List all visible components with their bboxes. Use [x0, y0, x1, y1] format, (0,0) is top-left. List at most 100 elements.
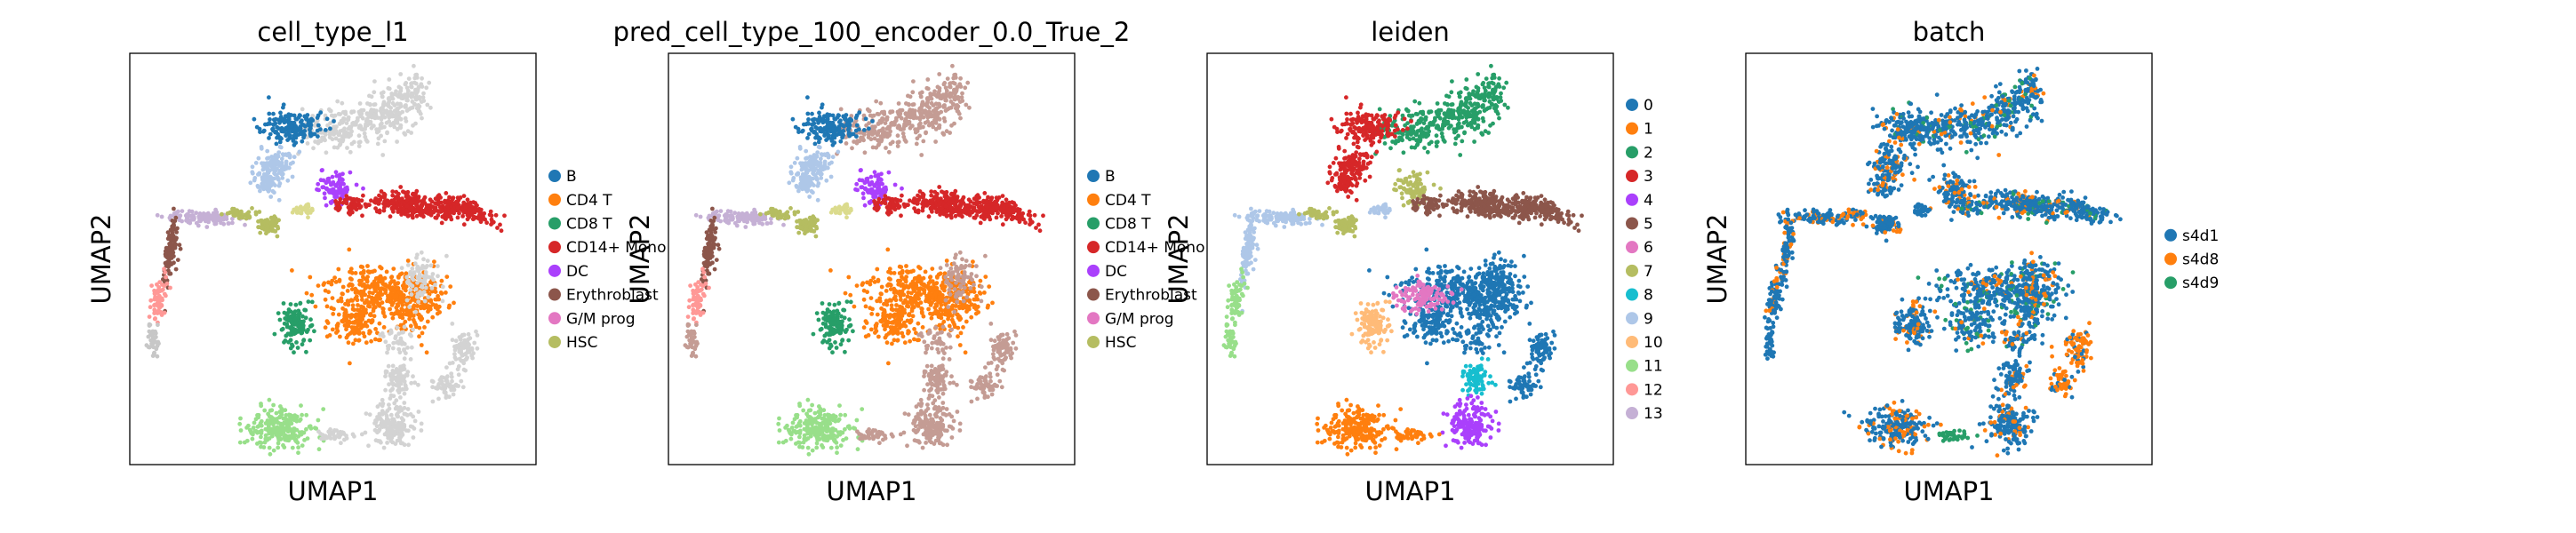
scatter-point	[886, 149, 892, 155]
scatter-point	[844, 141, 849, 146]
scatter-point	[390, 193, 396, 198]
scatter-point	[970, 209, 974, 214]
scatter-point	[398, 185, 404, 189]
scatter-point	[814, 131, 819, 137]
scatter-point	[948, 99, 954, 104]
scatter-point	[736, 219, 740, 224]
scatter-point	[373, 200, 378, 205]
scatter-point	[811, 190, 815, 195]
scatter-point	[348, 361, 352, 366]
scatter-point	[411, 317, 416, 322]
scatter-point	[349, 270, 355, 275]
scatter-point	[814, 175, 819, 180]
scatter-point	[146, 334, 151, 339]
scatter-point	[960, 214, 964, 219]
scatter-point	[468, 203, 472, 208]
scatter-point	[261, 183, 266, 187]
scatter-point	[924, 85, 930, 91]
scatter-point	[810, 111, 814, 116]
scatter-point	[897, 204, 902, 209]
scatter-point	[300, 131, 305, 137]
scatter-point	[435, 311, 440, 316]
scatter-point	[395, 139, 399, 144]
scatter-point	[356, 338, 362, 343]
scatter-point	[273, 216, 277, 221]
cluster-tl_b	[252, 95, 336, 147]
scatter-point	[420, 284, 424, 290]
scatter-point	[313, 304, 318, 309]
scatter-point	[373, 418, 378, 423]
scatter-point	[308, 323, 314, 329]
scatter-point	[414, 255, 419, 260]
scatter-point	[335, 145, 340, 150]
cluster-mono	[333, 185, 507, 234]
cluster-trail_l	[828, 202, 853, 220]
scatter-point	[260, 163, 266, 169]
scatter-point	[847, 116, 852, 122]
scatter-point	[292, 155, 297, 160]
scatter-point	[1000, 194, 1005, 199]
scatter-point	[267, 187, 272, 193]
scatter-point	[466, 331, 471, 337]
scatter-point	[419, 199, 424, 204]
scatter-point	[988, 207, 994, 212]
legend-label: HSC	[566, 334, 597, 352]
scatter-point	[1027, 209, 1032, 214]
scatter-point	[972, 215, 978, 220]
scatter-point	[822, 159, 828, 164]
scatter-point	[1034, 226, 1038, 230]
scatter-point	[256, 219, 260, 224]
scatter-point	[305, 141, 310, 146]
scatter-point	[404, 288, 408, 293]
scatter-point	[899, 213, 903, 219]
scatter-point	[363, 286, 368, 290]
scatter-point	[333, 195, 339, 200]
scatter-point	[861, 195, 866, 201]
scatter-point	[1000, 200, 1005, 205]
legend-label: G/M prog	[566, 310, 636, 328]
scatter-point	[278, 117, 284, 123]
scatter-point	[816, 181, 821, 186]
scatter-point	[911, 79, 916, 84]
scatter-point	[334, 189, 340, 195]
scatter-point	[378, 265, 382, 269]
scatter-point	[876, 129, 882, 134]
scatter-point	[198, 214, 204, 219]
scatter-point	[294, 211, 300, 215]
scatter-point	[844, 122, 850, 126]
scatter-point	[398, 92, 404, 98]
scatter-point	[913, 130, 918, 135]
scatter-point	[471, 351, 476, 356]
scatter-point	[933, 107, 938, 112]
scatter-point	[352, 307, 356, 313]
scatter-point	[431, 209, 436, 214]
scatter-point	[413, 309, 419, 314]
scatter-point	[351, 341, 356, 346]
scatter-point	[414, 324, 419, 330]
scatter-point	[803, 175, 808, 179]
scatter-point	[401, 308, 406, 313]
scatter-point	[710, 239, 716, 243]
scatter-point	[387, 77, 392, 82]
scatter-point	[948, 200, 952, 204]
scatter-point	[398, 381, 404, 386]
scatter-point	[351, 139, 356, 145]
scatter-point	[806, 181, 812, 187]
scatter-point	[389, 381, 395, 386]
scatter-point	[396, 346, 402, 352]
scatter-point	[439, 278, 444, 283]
scatter-point	[289, 123, 294, 129]
scatter-point	[285, 165, 291, 171]
scatter-point	[376, 136, 381, 141]
scatter-point	[388, 412, 394, 418]
scatter-point	[409, 292, 414, 297]
scatter-point	[926, 214, 932, 219]
scatter-point	[404, 351, 408, 355]
scatter-point	[300, 139, 305, 144]
scatter-point	[401, 189, 405, 195]
scatter-point	[407, 305, 412, 309]
scatter-point	[230, 220, 235, 226]
scatter-point	[860, 191, 866, 196]
scatter-point	[258, 130, 262, 135]
scatter-point	[872, 206, 877, 211]
